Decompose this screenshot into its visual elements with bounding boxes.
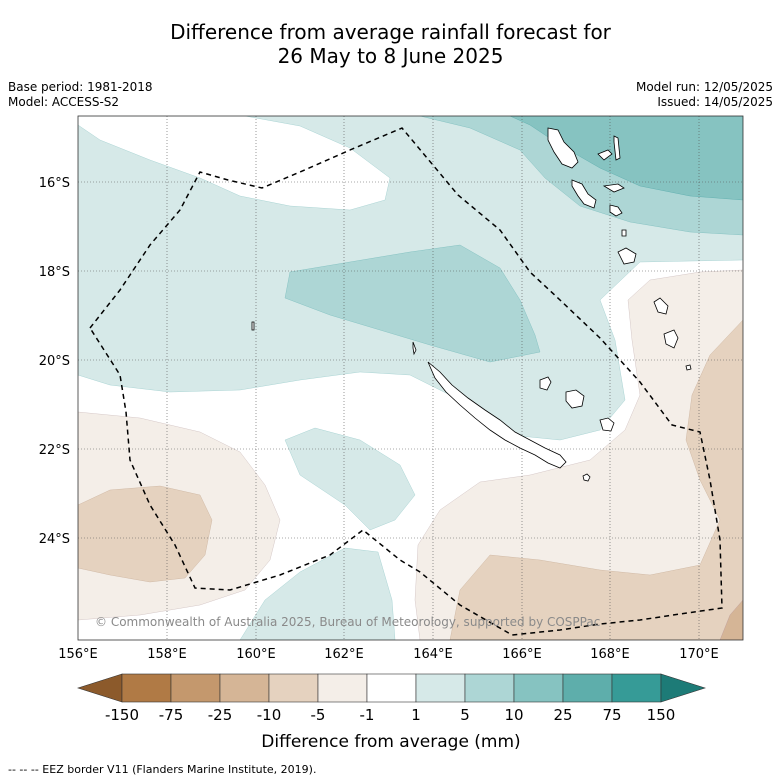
latitude-axis: 16°S 18°S 20°S 22°S 24°S bbox=[39, 176, 70, 547]
new-caledonia-island bbox=[427, 361, 567, 469]
lon-tick-164e: 164°E bbox=[413, 647, 453, 662]
vanuatu-malakula bbox=[571, 179, 597, 209]
wet-patch-south-central bbox=[284, 427, 416, 531]
colorbar-label-10: 25 bbox=[553, 706, 572, 724]
lat-tick-18s: 18°S bbox=[39, 265, 70, 280]
graticule bbox=[78, 116, 743, 640]
colorbar: -150 -75 -25 -10 -5 -1 1 5 10 25 75 150 … bbox=[77, 673, 706, 752]
colorbar-label-5: -5 bbox=[311, 706, 326, 724]
loyalty-island-2 bbox=[565, 389, 585, 409]
lon-tick-160e: 160°E bbox=[236, 647, 276, 662]
vanuatu-ambrym bbox=[602, 183, 625, 193]
vanuatu-erromango bbox=[621, 229, 627, 237]
longitude-axis: 156°E 158°E 160°E 162°E 164°E 166°E 168°… bbox=[58, 647, 719, 662]
colorbar-label-11: 75 bbox=[602, 706, 621, 724]
vanuatu-efate bbox=[609, 204, 623, 217]
meta-left: Base period: 1981-2018 Model: ACCESS-S2 bbox=[8, 80, 153, 110]
colorbar-swatch-5 bbox=[317, 673, 368, 703]
lon-tick-162e: 162°E bbox=[324, 647, 364, 662]
lon-tick-158e: 158°E bbox=[147, 647, 187, 662]
issued-date: Issued: 14/05/2025 bbox=[657, 95, 773, 109]
title-line-2: 26 May to 8 June 2025 bbox=[277, 44, 504, 68]
colorbar-swatch-11 bbox=[611, 673, 662, 703]
map-plot-area: © Commonwealth of Australia 2025, Bureau… bbox=[78, 116, 743, 640]
dry-region-dark-southeast bbox=[719, 599, 743, 640]
neutral-hole-top bbox=[78, 116, 391, 211]
colorbar-swatch-3 bbox=[219, 673, 270, 703]
colorbar-label-2: -75 bbox=[159, 706, 184, 724]
dry-region-medium-east bbox=[449, 319, 743, 640]
islet-west bbox=[251, 321, 255, 331]
chesterfield-islet bbox=[412, 341, 417, 356]
colorbar-label-7: 1 bbox=[411, 706, 421, 724]
model-run: Model run: 12/05/2025 bbox=[635, 80, 773, 94]
colorbar-swatch-10 bbox=[562, 673, 613, 703]
wet-patch-south bbox=[239, 547, 396, 640]
map-frame bbox=[77, 115, 744, 641]
vanuatu-tanna bbox=[617, 247, 637, 265]
colorbar-label-6: -1 bbox=[360, 706, 375, 724]
colorbar-label-4: -10 bbox=[257, 706, 282, 724]
colorbar-label-1: -150 bbox=[105, 706, 139, 724]
dry-region-medium-west bbox=[78, 485, 213, 583]
colorbar-label-9: 10 bbox=[504, 706, 523, 724]
colorbar-extend-left bbox=[77, 673, 123, 703]
east-island-1 bbox=[653, 297, 669, 315]
eez-footnote: -- -- -- EEZ border V11 (Flanders Marine… bbox=[8, 763, 317, 776]
colorbar-swatch-9 bbox=[513, 673, 564, 703]
title-line-1: Difference from average rainfall forecas… bbox=[170, 20, 611, 44]
east-island-3 bbox=[685, 364, 692, 371]
eez-border bbox=[89, 127, 723, 636]
colorbar-label-3: -25 bbox=[208, 706, 233, 724]
map-title: Difference from average rainfall forecas… bbox=[0, 20, 781, 68]
lat-tick-20s: 20°S bbox=[39, 354, 70, 369]
colorbar-swatch-2 bbox=[170, 673, 221, 703]
lat-tick-24s: 24°S bbox=[39, 532, 70, 547]
loyalty-island-3 bbox=[599, 417, 615, 432]
copyright-text: © Commonwealth of Australia 2025, Bureau… bbox=[95, 615, 600, 629]
loyalty-island-1 bbox=[539, 376, 552, 391]
lat-tick-22s: 22°S bbox=[39, 443, 70, 458]
wet-region-dark-north bbox=[509, 116, 743, 201]
colorbar-label-8: 5 bbox=[460, 706, 470, 724]
lon-tick-170e: 170°E bbox=[679, 647, 719, 662]
colorbar-swatch-1 bbox=[121, 673, 172, 703]
lon-tick-168e: 168°E bbox=[590, 647, 630, 662]
colorbar-swatch-8 bbox=[464, 673, 515, 703]
lon-tick-156e: 156°E bbox=[58, 647, 98, 662]
east-island-2 bbox=[663, 329, 679, 349]
model-name: Model: ACCESS-S2 bbox=[8, 95, 120, 109]
lat-tick-16s: 16°S bbox=[39, 176, 70, 191]
colorbar-title: Difference from average (mm) bbox=[261, 732, 520, 752]
colorbar-swatch-6 bbox=[366, 673, 417, 703]
colorbar-swatch-4 bbox=[268, 673, 319, 703]
colorbar-label-12: 150 bbox=[647, 706, 676, 724]
vanuatu-ambae bbox=[597, 149, 613, 161]
wet-region-medium-central bbox=[284, 244, 541, 363]
meta-right: Model run: 12/05/2025 Issued: 14/05/2025 bbox=[636, 80, 773, 110]
colorbar-swatch-7 bbox=[415, 673, 466, 703]
colorbar-extend-right bbox=[660, 673, 706, 703]
lon-tick-166e: 166°E bbox=[502, 647, 542, 662]
vanuatu-espiritu-santo bbox=[547, 127, 579, 169]
vanuatu-pentecost bbox=[613, 135, 621, 161]
isle-of-pines bbox=[582, 473, 591, 482]
base-period: Base period: 1981-2018 bbox=[8, 80, 153, 94]
